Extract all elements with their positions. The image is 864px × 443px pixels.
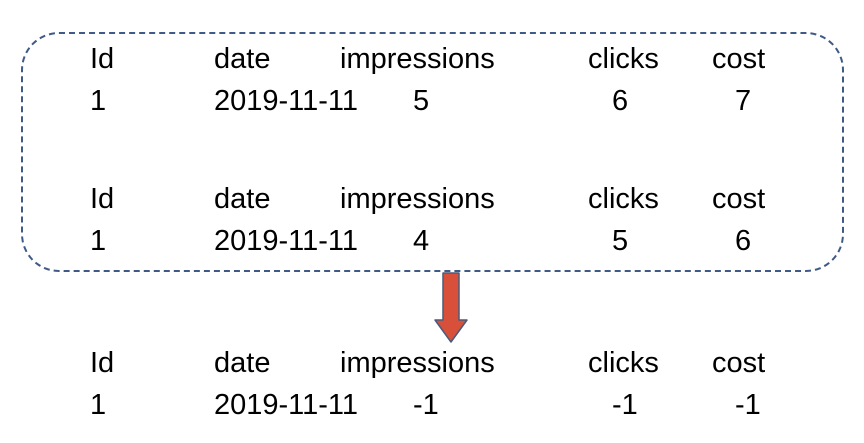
table-2-header-date: date — [214, 183, 271, 215]
input-rows-group — [21, 32, 844, 272]
table-3-header-cost: cost — [712, 347, 766, 379]
table-3-value-id: 1 — [90, 389, 107, 421]
table-2-value-impressions: 4 — [413, 225, 430, 257]
down-arrow-shape — [434, 272, 468, 343]
table-3-value-impressions: -1 — [413, 389, 439, 421]
table-2-header-id: Id — [90, 183, 115, 215]
table-1-value-date: 2019-11-11 — [214, 85, 359, 117]
table-2-header-clicks: clicks — [588, 183, 659, 215]
table-1-header-clicks: clicks — [588, 43, 659, 75]
table-1-header-impressions: impressions — [340, 43, 495, 75]
table-2-value-clicks: 5 — [612, 225, 629, 257]
table-3-header-impressions: impressions — [340, 347, 495, 379]
table-2-header-impressions: impressions — [340, 183, 495, 215]
table-3-value-clicks: -1 — [612, 389, 638, 421]
table-3-value-cost: -1 — [735, 389, 761, 421]
table-1-value-impressions: 5 — [413, 85, 430, 117]
table-2-header-cost: cost — [712, 183, 766, 215]
table-1-header-id: Id — [90, 43, 115, 75]
table-1-value-cost: 7 — [735, 85, 752, 117]
table-2-value-cost: 6 — [735, 225, 752, 257]
table-2-value-date: 2019-11-11 — [214, 225, 359, 257]
table-3-header-id: Id — [90, 347, 115, 379]
table-2-value-id: 1 — [90, 225, 107, 257]
table-1-header-date: date — [214, 43, 271, 75]
table-3-header-clicks: clicks — [588, 347, 659, 379]
table-1-value-id: 1 — [90, 85, 107, 117]
table-3-value-date: 2019-11-11 — [214, 389, 359, 421]
table-3-header-date: date — [214, 347, 271, 379]
table-1-header-cost: cost — [712, 43, 766, 75]
table-1-value-clicks: 6 — [612, 85, 629, 117]
down-arrow-icon — [434, 272, 468, 343]
